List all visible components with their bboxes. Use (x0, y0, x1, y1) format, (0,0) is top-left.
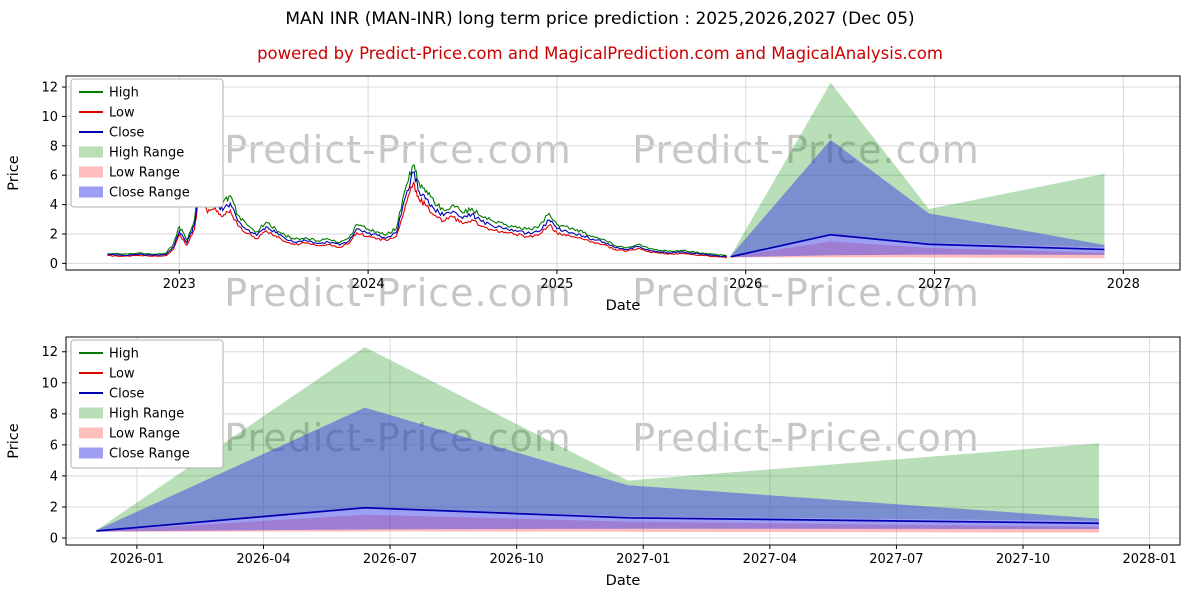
legend-swatch-close-range (79, 186, 103, 198)
x-tick-label: 2028-01 (1122, 552, 1176, 567)
y-tick-label: 0 (50, 532, 58, 547)
axes: 2026-01 2026-04 2026-07 2026-10 2027-01 2027-… (6, 336, 1181, 589)
x-tick-label: 2027-07 (869, 552, 923, 567)
x-tick-label: 2026-10 (489, 552, 543, 567)
x-axis-label: Date (606, 298, 641, 314)
prediction-detail-chart: 2026-01 2026-04 2026-07 2026-10 2027-01 2027-… (0, 320, 1200, 600)
y-tick-label: 10 (41, 376, 58, 391)
chart-subtitle: powered by Predict-Price.com and Magical… (257, 44, 943, 63)
y-axis-label: Price (6, 155, 22, 190)
legend-label: Close Range (109, 186, 190, 201)
legend-swatch-low-range (79, 166, 103, 178)
legend-swatch-high-range (79, 407, 103, 419)
y-tick-label: 12 (41, 345, 58, 360)
range-bands (730, 82, 1105, 259)
legend-label: Low Range (109, 166, 180, 181)
price-lines (96, 506, 1099, 532)
legend-swatch-low-range (79, 427, 103, 439)
x-tick-label: 2027-10 (996, 552, 1050, 567)
close-prediction-line (730, 233, 1105, 258)
y-tick-label: 6 (50, 438, 58, 453)
y-tick-label: 8 (50, 139, 58, 154)
y-tick-label: 8 (50, 407, 58, 422)
x-tick-label: 2023 (163, 277, 196, 292)
legend-swatch-high-range (79, 146, 103, 158)
legend-label: Close Range (109, 447, 190, 462)
y-tick-label: 0 (50, 257, 58, 272)
y-tick-label: 4 (50, 469, 58, 484)
legend-label: Close (109, 126, 144, 141)
legend-label: High (109, 86, 139, 101)
x-tick-label: 2025 (540, 277, 573, 292)
legend-label: High Range (109, 407, 184, 422)
legend-box (70, 78, 224, 208)
x-tick-label: 2027-04 (743, 552, 797, 567)
x-tick-label: 2024 (352, 277, 385, 292)
x-tick-label: 2026-07 (363, 552, 417, 567)
x-tick-label: 2027 (918, 277, 951, 292)
close-range-band (96, 407, 1099, 532)
y-tick-label: 10 (41, 110, 58, 125)
x-axis-label: Date (606, 573, 641, 589)
chart-title: MAN INR (MAN-INR) long term price predic… (285, 9, 915, 29)
legend-label: Low (109, 367, 135, 382)
axes: 2023 2024 2025 2026 2027 2028 0 2 4 6 8 10 12 Date Pri… (6, 75, 1181, 314)
legend-swatch-close-range (79, 447, 103, 459)
x-tick-label: 2026 (729, 277, 762, 292)
close-range-band (730, 139, 1105, 258)
low-line (107, 181, 727, 259)
close-prediction-line (96, 506, 1099, 532)
y-tick-label: 6 (50, 169, 58, 184)
x-tick-label: 2026-04 (236, 552, 290, 567)
legend-label: High Range (109, 146, 184, 161)
legend-box (70, 339, 224, 469)
range-bands (96, 347, 1099, 533)
legend: High Low Close High Range Low Range Close Ran… (70, 339, 224, 469)
x-tick-label: 2028 (1107, 277, 1140, 292)
y-axis-label: Price (6, 423, 22, 458)
x-tick-label: 2027-01 (616, 552, 670, 567)
x-tick-label: 2026-01 (110, 552, 164, 567)
y-tick-label: 2 (50, 227, 58, 242)
chart-svg: 2023 2024 2025 2026 2027 2028 0 2 4 6 8 10 12 Date Pri… (6, 75, 1181, 314)
legend: High Low Close High Range Low Range Close Ran… (70, 78, 224, 208)
legend-label: Low (109, 106, 135, 121)
y-tick-label: 12 (41, 81, 58, 96)
y-tick-label: 2 (50, 500, 58, 515)
legend-label: Close (109, 387, 144, 402)
price-history-prediction-chart: 2023 2024 2025 2026 2027 2028 0 2 4 6 8 10 12 Date Pri… (0, 62, 1200, 314)
legend-label: Low Range (109, 427, 180, 442)
y-tick-label: 4 (50, 198, 58, 213)
chart-svg: 2026-01 2026-04 2026-07 2026-10 2027-01 2027-… (6, 336, 1181, 589)
legend-label: High (109, 347, 139, 362)
